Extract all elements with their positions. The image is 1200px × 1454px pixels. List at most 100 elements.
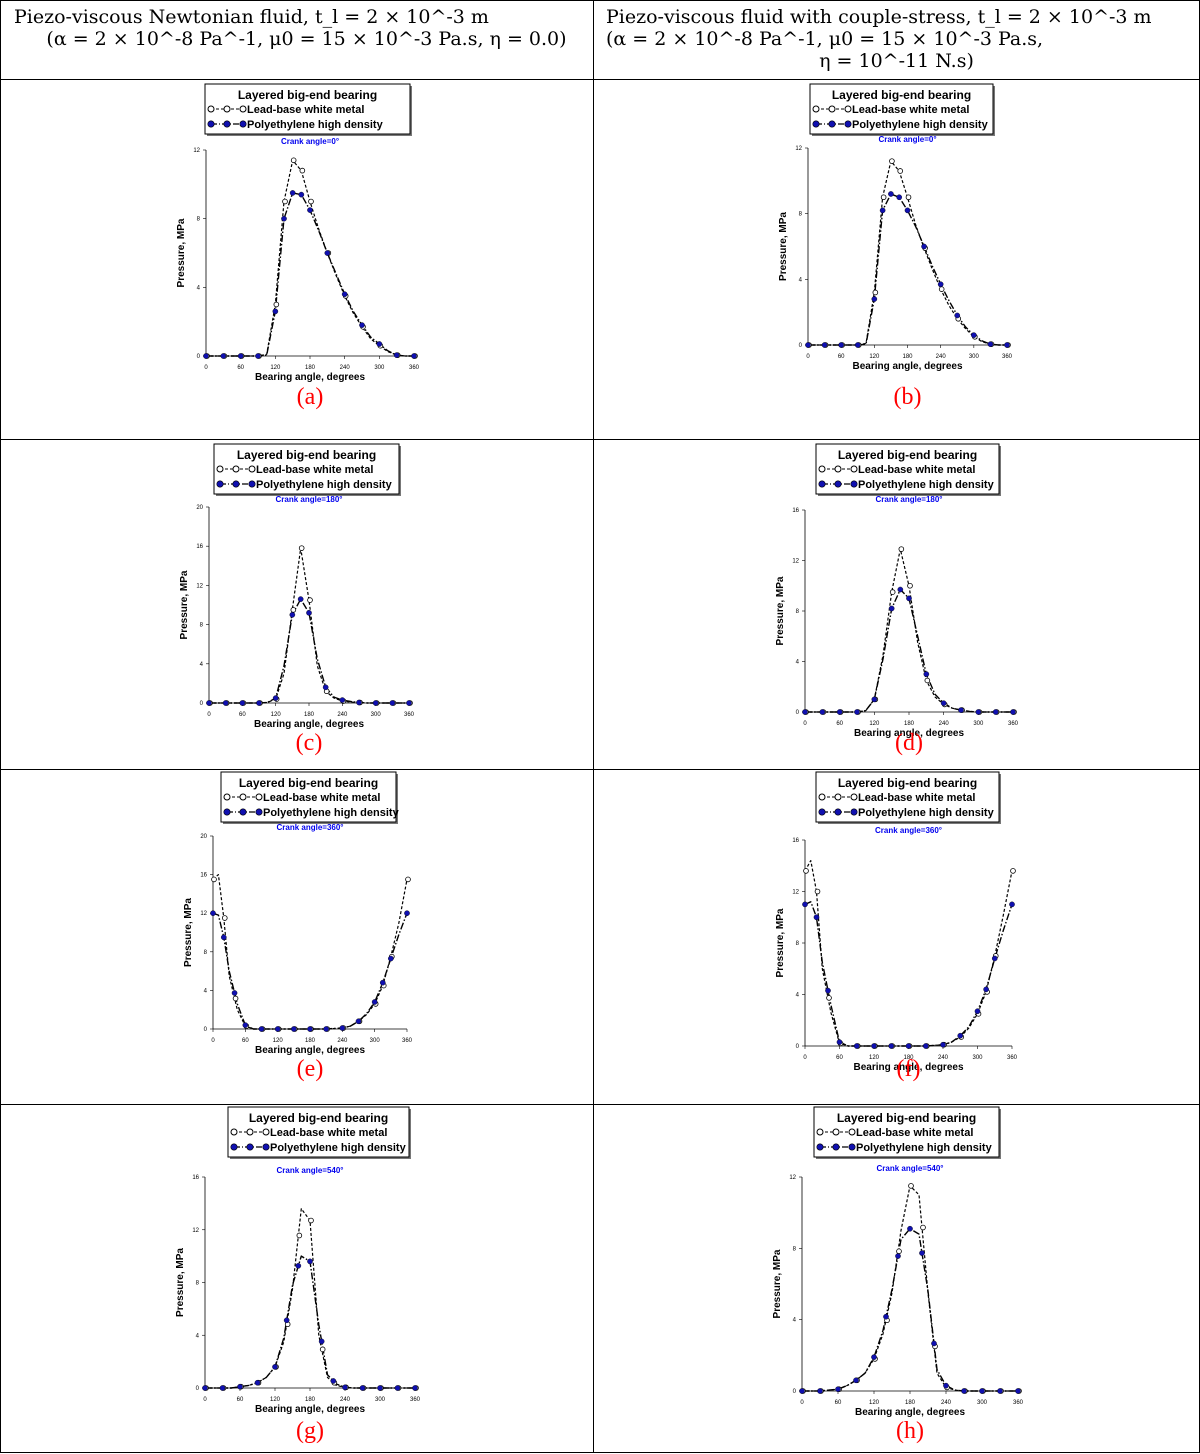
poly-data-point — [805, 342, 811, 348]
legend-lead-label: Lead-base white metal — [858, 464, 975, 476]
poly-data-point — [355, 1018, 362, 1025]
x-tick-label: 0 — [803, 721, 807, 727]
series-lead-line — [808, 160, 1007, 346]
y-tick-label: 4 — [204, 988, 208, 994]
y-tick-label: 0 — [796, 1044, 800, 1050]
x-tick-label: 240 — [337, 1038, 348, 1044]
legend-poly-label: Polyethylene high density — [856, 1142, 993, 1154]
series-poly-line — [802, 1228, 1018, 1392]
y-tick-label: 12 — [196, 583, 203, 589]
poly-data-point — [393, 352, 400, 358]
poly-data-point — [323, 1026, 329, 1032]
poly-data-point — [802, 709, 808, 715]
x-tick-label: 360 — [1002, 354, 1013, 360]
table-rule — [0, 1452, 1200, 1453]
crank-angle-label: Crank angle=540° — [876, 1164, 943, 1173]
y-tick-label: 8 — [200, 623, 204, 629]
legend-lead-marker — [246, 1128, 254, 1136]
lead-data-point — [299, 167, 306, 174]
poly-data-point — [1010, 709, 1016, 715]
poly-data-point — [295, 1262, 302, 1269]
x-axis-label: Bearing angle, degrees — [855, 1407, 965, 1418]
legend-box — [213, 443, 400, 495]
lead-data-point — [290, 607, 297, 613]
x-tick-label: 240 — [941, 1400, 952, 1406]
lead-data-point — [232, 995, 239, 1002]
lead-data-point — [938, 286, 945, 292]
poly-data-point — [983, 986, 989, 993]
poly-data-point — [289, 611, 296, 618]
poly-data-point — [888, 605, 895, 612]
panel-letter: (c) — [296, 730, 323, 756]
legend-title: Layered big-end bearing — [838, 448, 977, 462]
x-axis-label: Bearing angle, degrees — [255, 1404, 365, 1415]
series-lead-line — [212, 874, 408, 1030]
legend-poly-marker — [834, 480, 842, 488]
x-tick-label: 0 — [211, 1038, 215, 1044]
x-tick-label: 120 — [273, 1038, 284, 1044]
legend-lead-label: Lead-base white metal — [856, 1127, 973, 1139]
poly-data-point — [272, 695, 279, 701]
poly-data-point — [237, 1383, 243, 1390]
x-tick-label: 60 — [239, 712, 246, 718]
poly-data-point — [853, 1377, 859, 1384]
y-axis-label: Pressure, MPa — [175, 1248, 186, 1317]
x-tick-label: 0 — [803, 1055, 807, 1061]
poly-data-point — [836, 1039, 843, 1045]
x-tick-label: 60 — [836, 721, 843, 727]
y-tick-label: 0 — [204, 1027, 208, 1033]
legend-poly-marker — [223, 120, 231, 128]
legend-box — [813, 1106, 1000, 1158]
poly-data-point — [895, 1253, 901, 1259]
poly-data-point — [838, 342, 844, 348]
y-tick-label: 0 — [196, 1386, 200, 1392]
poly-data-point — [318, 1338, 325, 1345]
poly-data-point — [817, 1388, 823, 1394]
poly-data-point — [376, 341, 383, 347]
lead-data-point — [826, 995, 832, 1001]
poly-data-point — [297, 596, 304, 602]
poly-data-point — [922, 1043, 929, 1049]
poly-data-point — [853, 1043, 860, 1049]
series-poly-line — [805, 588, 1013, 713]
poly-data-point — [202, 1385, 208, 1391]
x-axis-label: Bearing angle, degrees — [255, 372, 365, 383]
poly-data-point — [997, 1388, 1003, 1394]
legend-lead-marker — [232, 465, 240, 473]
lead-data-point — [897, 168, 904, 174]
poly-data-point — [871, 296, 878, 302]
legend-lead-marker — [239, 105, 247, 113]
poly-data-point — [330, 1378, 337, 1384]
x-tick-label: 0 — [806, 354, 810, 360]
poly-data-point — [835, 1386, 841, 1393]
x-tick-label: 240 — [936, 354, 947, 360]
y-tick-label: 0 — [799, 343, 803, 349]
poly-data-point — [1004, 342, 1010, 348]
series-poly-line — [206, 192, 414, 357]
legend-lead-marker — [230, 1128, 238, 1136]
poly-data-point — [802, 901, 808, 908]
poly-data-point — [239, 700, 246, 706]
poly-data-point — [372, 700, 379, 706]
legend-lead-label: Lead-base white metal — [263, 792, 380, 804]
series-lead-line — [206, 159, 414, 357]
x-tick-label: 180 — [305, 365, 316, 371]
lead-data-point — [872, 289, 879, 296]
poly-data-point — [896, 194, 903, 201]
poly-data-point — [377, 1385, 383, 1391]
x-tick-label: 120 — [270, 365, 281, 371]
legend-lead-marker — [262, 1128, 270, 1136]
lead-data-point — [889, 589, 896, 595]
chart-panel-h: Layered big-end bearing Lead-base white m… — [772, 1106, 1024, 1444]
poly-data-point — [283, 1317, 290, 1324]
y-tick-label: 4 — [200, 662, 204, 668]
poly-data-point — [991, 955, 998, 962]
legend-poly-label: Polyethylene high density — [247, 119, 384, 131]
legend-title: Layered big-end bearing — [838, 776, 977, 790]
panel-letter: (a) — [297, 384, 324, 410]
chart-panel-c: Layered big-end bearing Lead-base white m… — [179, 443, 415, 756]
poly-data-point — [272, 308, 279, 315]
poly-data-point — [974, 1008, 981, 1015]
poly-data-point — [272, 1364, 278, 1370]
y-tick-label: 8 — [197, 217, 201, 223]
